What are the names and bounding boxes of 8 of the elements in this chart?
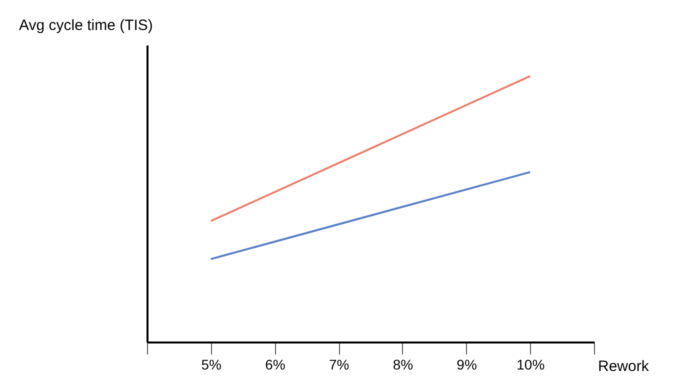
- x-tick-label: 7%: [328, 356, 350, 372]
- x-tick-label: 5%: [201, 356, 222, 372]
- x-tick-label: 6%: [265, 356, 286, 372]
- x-tick-label: 10%: [516, 356, 545, 372]
- x-tick-label: 9%: [456, 356, 477, 372]
- x-axis-title: Rework: [598, 358, 650, 375]
- x-tick-label: 8%: [392, 356, 414, 372]
- y-axis-title: Avg cycle time (TIS): [19, 17, 153, 34]
